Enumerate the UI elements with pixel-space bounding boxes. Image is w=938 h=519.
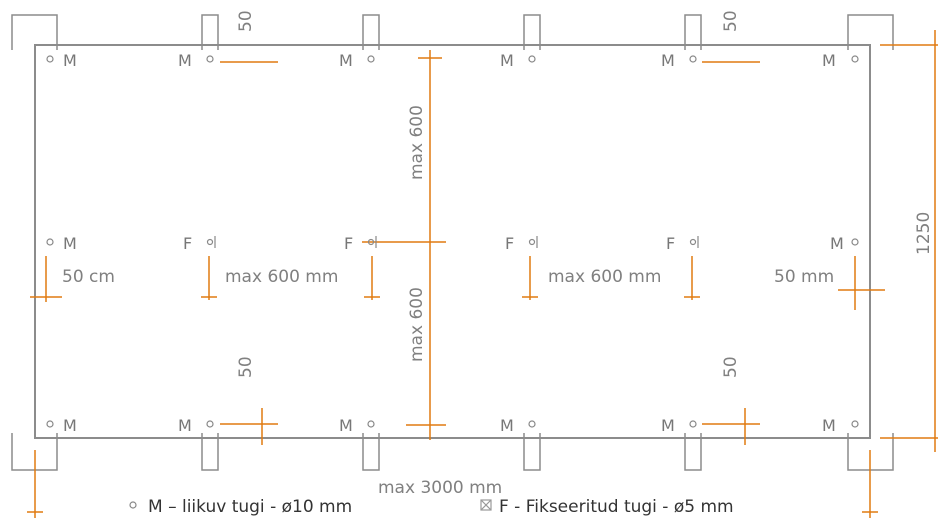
dimension-lines <box>27 30 938 518</box>
support-m-top-6: M <box>822 51 859 70</box>
support-label: F <box>344 234 353 253</box>
support-label: M <box>500 51 514 70</box>
top-clamps <box>11 14 894 50</box>
support-m-top-1: M <box>46 51 77 70</box>
support-m-mid-left: M <box>46 234 77 253</box>
movable-icon <box>46 55 54 63</box>
support-f-4: F <box>666 234 699 253</box>
support-label: M <box>339 51 353 70</box>
fixed-legend-icon <box>480 499 492 511</box>
support-m-top-2: M <box>178 51 214 70</box>
support-m-bottom-3: M <box>339 416 375 435</box>
fixed-icon <box>528 238 536 246</box>
support-label: F <box>505 234 514 253</box>
support-label: M <box>661 416 675 435</box>
movable-icon <box>528 55 536 63</box>
support-m-top-3: M <box>339 51 375 70</box>
movable-icon <box>851 420 859 428</box>
support-label: M <box>63 416 77 435</box>
clamp-top-4 <box>523 14 541 50</box>
support-label: M <box>822 51 836 70</box>
vertical-span-top: max 600 <box>407 105 427 180</box>
support-m-bottom-1: M <box>46 416 77 435</box>
total-height: 1250 <box>914 212 934 255</box>
support-label: M <box>339 416 353 435</box>
support-label: M <box>63 51 77 70</box>
support-label: M <box>500 416 514 435</box>
edge-right-label: 50 mm <box>774 267 834 287</box>
support-label: M <box>822 416 836 435</box>
movable-icon <box>851 238 859 246</box>
clamp-top-5 <box>684 14 702 50</box>
total-width: max 3000 mm <box>378 478 502 498</box>
support-f-1: F <box>183 234 216 253</box>
offset-top-right: 50 <box>721 10 741 32</box>
edge-left-label: 50 cm <box>62 267 115 287</box>
support-m-bottom-4: M <box>500 416 536 435</box>
clamp-top-right <box>847 14 894 50</box>
support-label: M <box>178 416 192 435</box>
support-label: M <box>63 234 77 253</box>
movable-icon <box>689 55 697 63</box>
movable-icon <box>46 420 54 428</box>
support-f-2: F <box>344 234 377 253</box>
fixed-icon <box>206 238 214 246</box>
movable-icon <box>689 420 697 428</box>
clamp-top-left <box>11 14 58 50</box>
movable-icon <box>206 55 214 63</box>
support-m-bottom-5: M <box>661 416 697 435</box>
clamp-bottom-3 <box>362 433 380 471</box>
support-f-3: F <box>505 234 538 253</box>
legend-fixed: F - Fikseeritud tugi - ø5 mm <box>499 497 734 517</box>
movable-icon <box>367 55 375 63</box>
support-label: F <box>183 234 192 253</box>
fixed-supports: F F F F <box>183 234 699 253</box>
clamp-top-3 <box>362 14 380 50</box>
movable-icon <box>851 55 859 63</box>
clamp-bottom-2 <box>201 433 219 471</box>
panel-outline <box>34 44 871 439</box>
offset-top-left: 50 <box>236 10 256 32</box>
vertical-span-bottom: max 600 <box>407 287 427 362</box>
support-label: M <box>830 234 844 253</box>
clamp-bottom-5 <box>684 433 702 471</box>
span-right-label: max 600 mm <box>548 267 661 287</box>
support-m-mid-right: M <box>830 234 859 253</box>
offset-bottom-left: 50 <box>236 356 256 378</box>
support-label: M <box>178 51 192 70</box>
support-label: F <box>666 234 675 253</box>
fixed-icon <box>689 238 697 246</box>
movable-supports: M M M M M M M M M M M M M M <box>46 51 859 435</box>
support-m-top-5: M <box>661 51 697 70</box>
span-left-label: max 600 mm <box>225 267 338 287</box>
support-label: M <box>661 51 675 70</box>
support-m-top-4: M <box>500 51 536 70</box>
clamp-top-2 <box>201 14 219 50</box>
clamp-bottom-4 <box>523 433 541 471</box>
legend: M – liikuv tugi - ø10 mm F - Fikseeritud… <box>129 497 734 517</box>
movable-icon <box>206 420 214 428</box>
support-m-bottom-2: M <box>178 416 214 435</box>
legend-movable: M – liikuv tugi - ø10 mm <box>148 497 352 517</box>
offset-bottom-right: 50 <box>721 356 741 378</box>
movable-icon <box>46 238 54 246</box>
movable-icon <box>528 420 536 428</box>
fixed-icon <box>367 238 375 246</box>
support-m-bottom-6: M <box>822 416 859 435</box>
movable-legend-icon <box>129 501 137 509</box>
movable-icon <box>367 420 375 428</box>
